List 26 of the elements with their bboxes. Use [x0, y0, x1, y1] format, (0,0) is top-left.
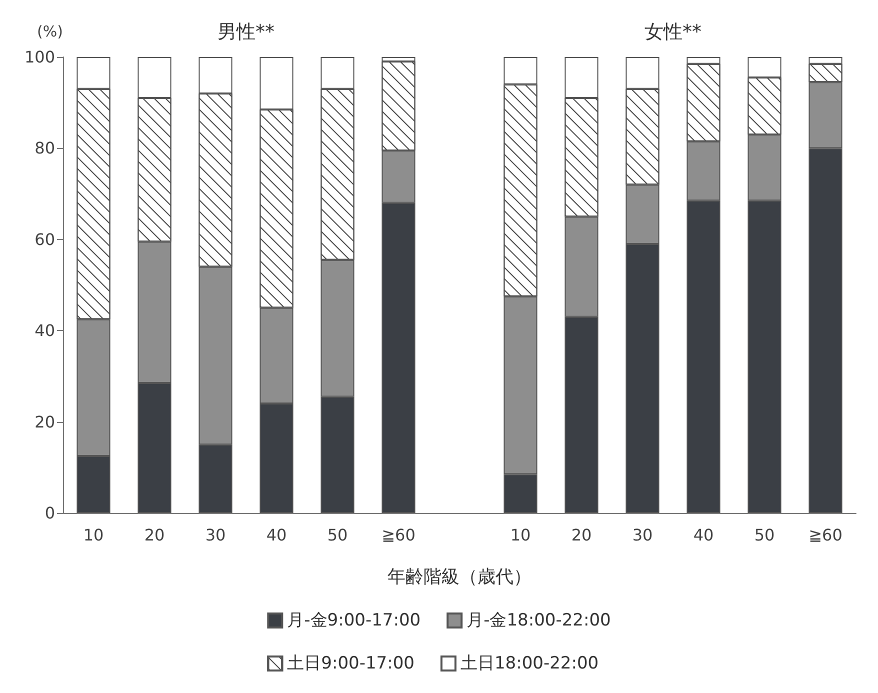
x-tick-label: 20: [571, 526, 592, 544]
legend-label: 土日9:00-17:00: [287, 654, 414, 674]
y-tick-label: 20: [34, 412, 55, 432]
x-tick-label: 40: [266, 526, 287, 544]
x-tick-label: 50: [754, 526, 775, 544]
legend-label: 月-金18:00-22:00: [466, 610, 611, 630]
x-tick-label: 10: [510, 526, 531, 544]
x-tick-label: 20: [144, 526, 165, 544]
legend-label: 土日18:00-22:00: [460, 654, 599, 674]
x-axis-title: 年齢階級（歳代）: [388, 566, 532, 588]
x-tick-label: ≧60: [382, 526, 416, 544]
legend-label: 月-金9:00-17:00: [287, 610, 421, 630]
x-tick-label: 30: [632, 526, 653, 544]
x-tick-label: 50: [327, 526, 348, 544]
x-tick-label: 10: [83, 526, 104, 544]
x-tick-label: 40: [693, 526, 714, 544]
y-tick-label: 60: [34, 230, 55, 249]
y-tick-label: 0: [44, 504, 55, 522]
y-axis-title: (%): [37, 22, 63, 40]
text: 男性**: [218, 21, 274, 43]
y-tick-label: 40: [34, 321, 55, 340]
y-tick-label: 80: [34, 138, 55, 158]
x-tick-label: 30: [205, 526, 226, 544]
text: 女性**: [644, 21, 702, 43]
x-tick-label: ≧60: [808, 526, 842, 544]
y-tick-label: 100: [24, 48, 55, 66]
